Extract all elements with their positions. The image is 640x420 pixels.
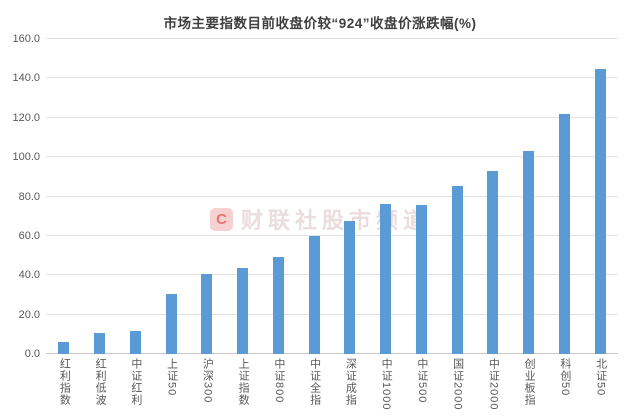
x-tick-label-text: 深证成指 (344, 358, 357, 406)
chart-title: 市场主要指数目前收盘价较“924”收盘价涨跌幅(%) (163, 16, 477, 31)
bar-column (46, 39, 82, 354)
gridline (46, 195, 618, 197)
gridline (46, 77, 618, 79)
gridline (46, 353, 618, 354)
bar-column (118, 39, 154, 354)
bar-column (404, 39, 440, 354)
bar-column (547, 39, 583, 354)
x-axis-labels: 红利指数 红利低波 中证红利 上证50 沪深300 上证指数 中证800 中证全指 深证成指 中证… (46, 358, 618, 418)
x-tick-label: 中证2000 (475, 358, 511, 418)
bar-红利指数 (58, 342, 70, 354)
gridline (46, 156, 618, 158)
x-tick-label-text: 国证2000 (451, 358, 464, 411)
gridline (46, 38, 618, 39)
y-tick-label: 40.0 (18, 269, 40, 282)
bar-沪深300 (201, 274, 213, 354)
x-tick-label-text: 科创50 (558, 358, 571, 397)
y-tick-label: 60.0 (18, 229, 40, 242)
bar-国证2000 (451, 185, 463, 354)
x-tick-label-text: 上证50 (165, 358, 178, 397)
x-tick-label: 中证500 (404, 358, 440, 418)
bar-中证红利 (129, 331, 141, 354)
bar-北证50 (594, 68, 606, 354)
y-tick-label: 160.0 (12, 33, 40, 45)
bar-创业板指 (523, 151, 535, 354)
x-tick-label: 科创50 (547, 358, 583, 418)
x-tick-label-text: 中证800 (272, 358, 285, 404)
gridline (46, 274, 618, 276)
bar-中证全指 (308, 235, 320, 354)
y-tick-label: 20.0 (18, 308, 40, 321)
bar-column (475, 39, 511, 354)
bar-column (225, 39, 261, 354)
x-tick-label-text: 中证全指 (308, 358, 321, 406)
x-tick-label: 中证1000 (368, 358, 404, 418)
x-tick-label-text: 中证2000 (487, 358, 500, 411)
x-tick-label: 中证全指 (296, 358, 332, 418)
plot-area: C 财联社股市频道 (46, 38, 618, 354)
x-tick-label: 中证红利 (118, 358, 154, 418)
x-tick-label-text: 中证1000 (380, 358, 393, 411)
bar-中证800 (272, 256, 284, 354)
bar-column (368, 39, 404, 354)
x-tick-label: 北证50 (582, 358, 618, 418)
bar-中证500 (415, 205, 427, 354)
bar-column (511, 39, 547, 354)
gridline (46, 313, 618, 315)
x-tick-label: 沪深300 (189, 358, 225, 418)
x-tick-label-text: 红利指数 (58, 358, 71, 406)
bar-深证成指 (344, 221, 356, 354)
x-tick-label: 上证50 (153, 358, 189, 418)
bar-column (153, 39, 189, 354)
x-tick-label: 红利低波 (82, 358, 118, 418)
bar-column (82, 39, 118, 354)
x-tick-label-text: 中证500 (415, 358, 428, 404)
bar-科创50 (558, 113, 570, 354)
x-tick-label: 创业板指 (511, 358, 547, 418)
bar-column (332, 39, 368, 354)
y-tick-label: 0.0 (24, 348, 40, 360)
x-tick-label-text: 红利低波 (94, 358, 107, 406)
gridline (46, 116, 618, 118)
x-tick-label-text: 创业板指 (523, 358, 536, 406)
y-tick-label: 120.0 (12, 111, 40, 124)
bar-series (46, 39, 618, 354)
bar-column (261, 39, 297, 354)
x-tick-label: 红利指数 (46, 358, 82, 418)
x-tick-label: 国证2000 (439, 358, 475, 418)
x-tick-label-text: 北证50 (594, 358, 607, 397)
x-tick-label: 中证800 (261, 358, 297, 418)
bar-column (189, 39, 225, 354)
x-tick-label-text: 沪深300 (201, 358, 214, 404)
x-tick-label: 深证成指 (332, 358, 368, 418)
bar-红利低波 (94, 333, 106, 354)
x-tick-label-text: 中证红利 (129, 358, 142, 406)
y-axis-labels: 0.0 20.0 40.0 60.0 80.0 100.0 120.0 140.0 160.0 (0, 33, 40, 360)
gridline (46, 234, 618, 236)
bar-中证2000 (487, 170, 499, 354)
y-tick-label: 100.0 (12, 151, 40, 164)
x-tick-label: 上证指数 (225, 358, 261, 418)
bar-上证指数 (237, 268, 249, 354)
x-tick-label-text: 上证指数 (237, 358, 250, 406)
y-tick-label: 140.0 (12, 72, 40, 85)
y-tick-label: 80.0 (18, 190, 40, 203)
bar-上证50 (165, 293, 177, 354)
bar-column (439, 39, 475, 354)
bar-column (296, 39, 332, 354)
bar-column (582, 39, 618, 354)
bar-中证1000 (380, 204, 392, 354)
